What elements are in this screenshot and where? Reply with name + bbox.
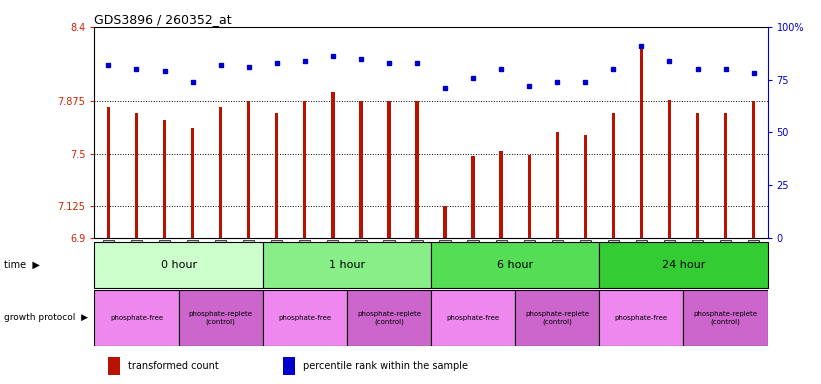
- Bar: [107, 107, 110, 238]
- Bar: [431, 290, 516, 346]
- Bar: [599, 290, 683, 346]
- Text: 1 hour: 1 hour: [328, 260, 365, 270]
- Bar: [499, 151, 502, 238]
- Bar: [431, 242, 599, 288]
- Bar: [556, 132, 559, 238]
- Bar: [263, 290, 347, 346]
- Text: percentile rank within the sample: percentile rank within the sample: [303, 361, 468, 371]
- Text: phosphate-free: phosphate-free: [615, 315, 668, 321]
- Bar: [415, 101, 419, 238]
- Bar: [360, 101, 363, 238]
- Bar: [135, 113, 138, 238]
- Text: phosphate-free: phosphate-free: [110, 315, 163, 321]
- Bar: [163, 120, 166, 238]
- Bar: [219, 107, 222, 238]
- Bar: [528, 155, 531, 238]
- Text: 24 hour: 24 hour: [662, 260, 705, 270]
- Bar: [667, 100, 671, 238]
- Text: 0 hour: 0 hour: [160, 260, 197, 270]
- Bar: [640, 48, 643, 238]
- Text: growth protocol  ▶: growth protocol ▶: [4, 313, 88, 322]
- Text: GDS3896 / 260352_at: GDS3896 / 260352_at: [94, 13, 232, 26]
- Bar: [599, 242, 768, 288]
- Bar: [247, 101, 250, 238]
- Bar: [443, 206, 447, 238]
- Bar: [584, 135, 587, 238]
- Bar: [724, 113, 727, 238]
- Bar: [94, 242, 768, 288]
- Text: phosphate-replete
(control): phosphate-replete (control): [189, 311, 253, 324]
- Bar: [94, 242, 263, 288]
- Bar: [263, 242, 431, 288]
- Bar: [471, 156, 475, 238]
- Bar: [347, 290, 431, 346]
- Text: phosphate-free: phosphate-free: [278, 315, 332, 321]
- Bar: [683, 290, 768, 346]
- Bar: [303, 101, 306, 238]
- Text: time  ▶: time ▶: [4, 260, 40, 270]
- Text: phosphate-replete
(control): phosphate-replete (control): [525, 311, 589, 324]
- Bar: [612, 113, 615, 238]
- Text: phosphate-replete
(control): phosphate-replete (control): [357, 311, 421, 324]
- Bar: [696, 113, 699, 238]
- Bar: [331, 92, 334, 238]
- Bar: [283, 357, 295, 375]
- Text: transformed count: transformed count: [128, 361, 219, 371]
- Bar: [179, 290, 263, 346]
- Text: phosphate-free: phosphate-free: [447, 315, 500, 321]
- Bar: [191, 128, 195, 238]
- Bar: [388, 101, 391, 238]
- Bar: [275, 113, 278, 238]
- Bar: [108, 357, 120, 375]
- Bar: [94, 290, 179, 346]
- Bar: [516, 290, 599, 346]
- Text: phosphate-replete
(control): phosphate-replete (control): [694, 311, 758, 324]
- Text: 6 hour: 6 hour: [497, 260, 534, 270]
- Bar: [752, 101, 755, 238]
